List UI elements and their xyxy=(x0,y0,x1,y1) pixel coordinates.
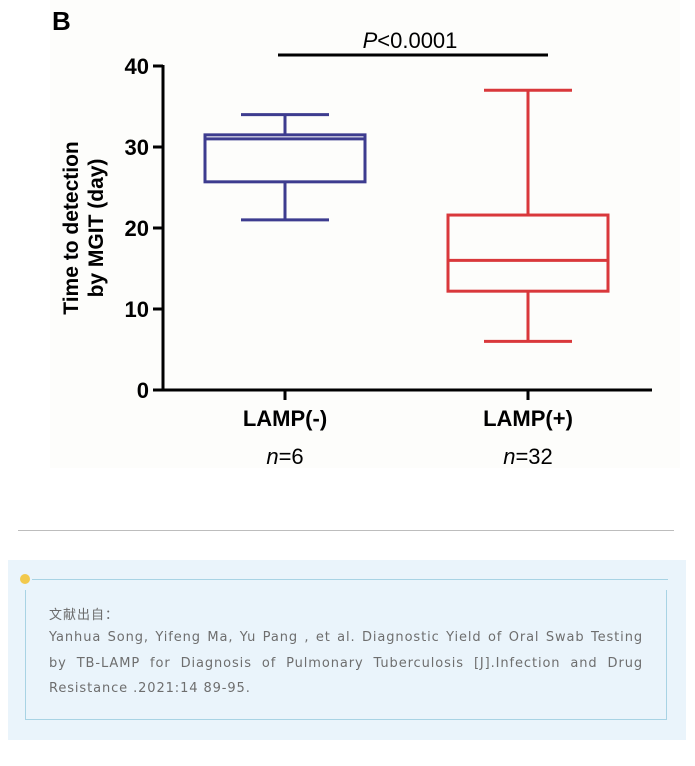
sample-size-label: n=6 xyxy=(266,444,303,468)
y-tick-label: 0 xyxy=(137,378,149,403)
reference-top-line xyxy=(32,579,668,580)
sample-size-label: n=32 xyxy=(503,444,553,468)
section-divider xyxy=(18,530,674,531)
box-iqr xyxy=(203,133,367,184)
y-tick-label: 40 xyxy=(125,54,149,79)
bullet-dot-icon xyxy=(20,574,30,584)
y-axis-title-line1: Time to detection xyxy=(60,141,83,314)
box-plot: B 0 10 20 30 40 Time to detection by MGIT (day… xyxy=(52,6,652,468)
chart-panel: B 0 10 20 30 40 Time to detection by MGIT (day… xyxy=(50,0,680,468)
y-tick-label: 20 xyxy=(125,216,149,241)
reference-panel xyxy=(8,560,686,740)
y-axis-title-line2: by MGIT (day) xyxy=(85,159,108,298)
box-iqr xyxy=(446,213,610,293)
x-tick-label: LAMP(-) xyxy=(243,406,327,431)
y-tick-label: 30 xyxy=(125,135,149,160)
p-value-label: P<0.0001 xyxy=(363,28,458,53)
panel-label: B xyxy=(52,6,71,36)
reference-citation: Yanhua Song, Yifeng Ma, Yu Pang , et al.… xyxy=(49,630,643,696)
x-tick-label: LAMP(+) xyxy=(483,406,573,431)
reference-heading: 文献出自： xyxy=(49,608,120,623)
reference-frame xyxy=(25,590,667,720)
y-tick-label: 10 xyxy=(125,297,149,322)
